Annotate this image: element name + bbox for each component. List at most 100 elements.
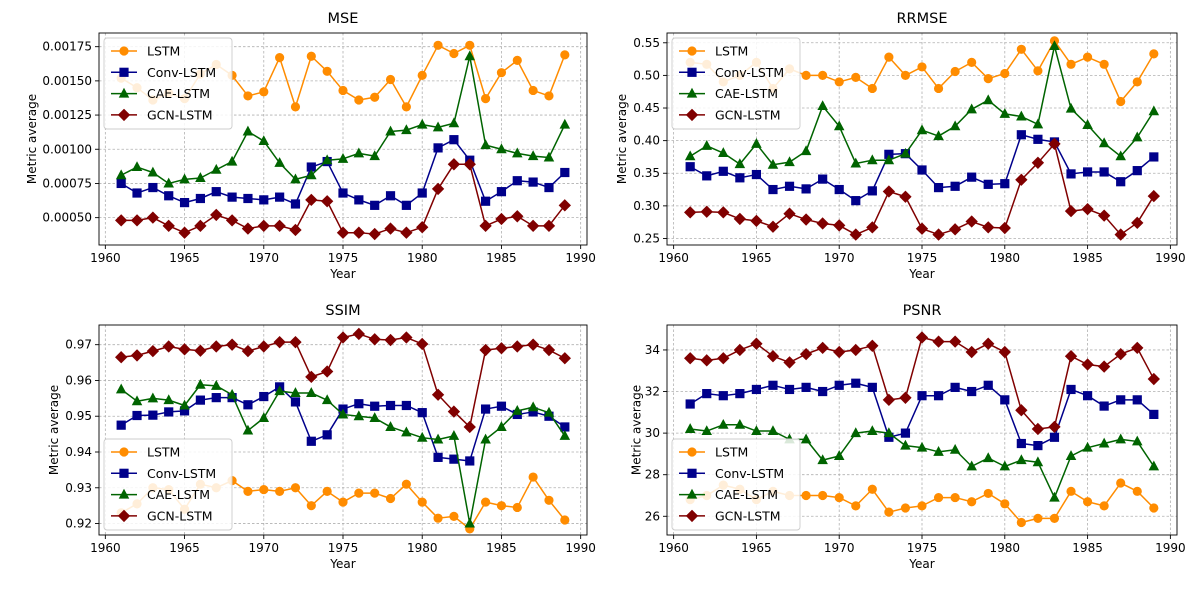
data-point bbox=[900, 70, 911, 81]
data-point bbox=[784, 181, 795, 191]
data-point bbox=[1048, 420, 1061, 434]
data-point bbox=[751, 425, 762, 436]
data-point bbox=[1082, 391, 1093, 401]
data-point bbox=[917, 501, 927, 511]
data-point bbox=[243, 193, 253, 204]
data-point bbox=[799, 347, 813, 361]
data-point bbox=[560, 515, 570, 525]
legend-entry-lstm: LSTM bbox=[111, 445, 180, 460]
x-tick-label: 1985 bbox=[486, 251, 517, 265]
data-point bbox=[431, 182, 445, 196]
data-point bbox=[816, 341, 829, 355]
data-point bbox=[932, 335, 945, 348]
data-point bbox=[967, 57, 977, 67]
data-point bbox=[542, 343, 556, 357]
data-point bbox=[899, 190, 912, 203]
series-gcn-lstm bbox=[115, 158, 571, 241]
x-tick-label: 1975 bbox=[328, 251, 359, 265]
data-point bbox=[480, 139, 491, 150]
data-point bbox=[432, 121, 444, 132]
data-point bbox=[799, 213, 813, 226]
y-tick-label: 26 bbox=[645, 509, 660, 523]
data-point bbox=[1066, 169, 1076, 179]
legend-entry-lstm: LSTM bbox=[679, 445, 748, 460]
data-point bbox=[338, 188, 348, 198]
data-point bbox=[352, 226, 366, 239]
x-tick-label: 1960 bbox=[658, 541, 689, 555]
data-point bbox=[289, 336, 302, 349]
data-point bbox=[917, 391, 927, 401]
x-tick-label: 1975 bbox=[907, 251, 938, 265]
data-point bbox=[768, 184, 778, 195]
data-point bbox=[210, 379, 222, 390]
data-point bbox=[949, 443, 961, 454]
data-point bbox=[353, 147, 365, 158]
data-point bbox=[321, 394, 333, 405]
data-point bbox=[1032, 118, 1044, 129]
data-point bbox=[480, 94, 491, 104]
data-point bbox=[178, 343, 191, 356]
data-point bbox=[480, 404, 491, 414]
data-point bbox=[401, 479, 411, 489]
data-point bbox=[718, 166, 728, 176]
data-point bbox=[1132, 166, 1142, 176]
data-point bbox=[496, 501, 507, 511]
data-point bbox=[882, 185, 896, 198]
data-point bbox=[496, 143, 507, 154]
x-tick-label: 1970 bbox=[824, 541, 855, 555]
y-tick-label: 0.00100 bbox=[42, 142, 92, 156]
data-point bbox=[495, 342, 508, 355]
data-point bbox=[290, 199, 301, 209]
data-point bbox=[447, 158, 461, 171]
data-point bbox=[259, 484, 269, 495]
data-point bbox=[1081, 202, 1094, 216]
data-point bbox=[148, 410, 158, 420]
data-point bbox=[1082, 441, 1093, 452]
data-point bbox=[1148, 460, 1160, 471]
data-point bbox=[1065, 450, 1077, 460]
data-point bbox=[1116, 177, 1126, 187]
data-point bbox=[243, 486, 253, 496]
data-point bbox=[115, 214, 128, 227]
data-point bbox=[834, 380, 844, 390]
legend-entry-cae-lstm: CAE-LSTM bbox=[111, 487, 210, 502]
data-point bbox=[225, 214, 239, 227]
legend-entry-gcn-lstm: GCN-LSTM bbox=[679, 107, 781, 122]
data-point bbox=[464, 50, 476, 61]
data-point bbox=[1033, 134, 1043, 144]
data-point bbox=[417, 497, 427, 507]
x-tick-label: 1965 bbox=[169, 541, 200, 555]
data-point bbox=[179, 197, 190, 208]
legend-marker bbox=[119, 46, 129, 56]
data-point bbox=[1049, 513, 1060, 523]
y-tick-label: 0.96 bbox=[65, 373, 92, 387]
data-point bbox=[259, 87, 269, 97]
data-point bbox=[369, 150, 380, 161]
y-axis-label: Metric average bbox=[25, 94, 39, 184]
data-point bbox=[965, 345, 978, 359]
data-point bbox=[385, 74, 396, 85]
data-point bbox=[900, 503, 911, 513]
data-point bbox=[370, 401, 380, 411]
data-point bbox=[558, 352, 571, 365]
x-tick-label: 1990 bbox=[1155, 541, 1186, 555]
data-point bbox=[933, 391, 944, 401]
data-point bbox=[1097, 360, 1111, 373]
data-point bbox=[834, 184, 844, 195]
data-point bbox=[1149, 49, 1159, 59]
data-point bbox=[241, 344, 255, 358]
data-point bbox=[915, 222, 929, 235]
data-point bbox=[750, 337, 763, 350]
legend-marker bbox=[118, 87, 130, 98]
data-point bbox=[447, 405, 461, 418]
data-point bbox=[115, 351, 128, 364]
data-point bbox=[417, 70, 427, 81]
data-point bbox=[542, 219, 556, 233]
data-point bbox=[1114, 228, 1127, 241]
data-point bbox=[178, 226, 191, 239]
data-point bbox=[883, 154, 895, 165]
legend-label: LSTM bbox=[147, 445, 180, 460]
data-point bbox=[916, 124, 928, 135]
data-point bbox=[751, 138, 762, 148]
data-point bbox=[735, 173, 745, 183]
